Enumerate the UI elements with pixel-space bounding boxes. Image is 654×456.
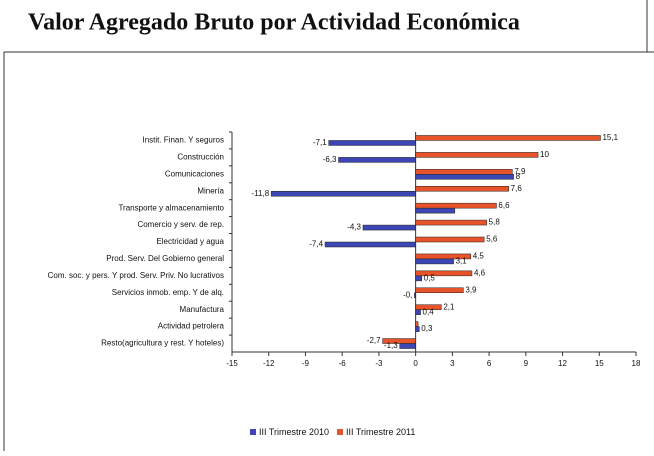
bar <box>415 270 473 277</box>
bar <box>415 135 601 141</box>
bar <box>415 309 421 315</box>
bar <box>415 304 442 310</box>
data-label: 4,6 <box>474 268 486 277</box>
bar <box>362 224 416 231</box>
y-tick-label: Transporte y almacenamiento <box>118 203 224 212</box>
y-tick-label: Manufactura <box>180 305 225 314</box>
data-label: -7,4 <box>309 240 323 249</box>
y-tick-label: Electricidad y agua <box>156 237 224 246</box>
y-tick-label: Com. soc. y pers. Y prod. Serv. Priv. No… <box>48 271 224 280</box>
bar <box>324 241 416 248</box>
bar <box>270 190 416 197</box>
data-label: 7,9 <box>514 167 526 176</box>
x-tick-label: 9 <box>524 359 529 368</box>
bar <box>415 207 456 214</box>
bar <box>415 287 464 294</box>
data-label: 15,1 <box>602 133 618 142</box>
data-label: -1,3 <box>384 341 398 350</box>
data-label: -6,3 <box>323 155 337 164</box>
bar <box>415 219 487 226</box>
data-label: 7,6 <box>511 184 523 193</box>
x-tick-label: -9 <box>302 359 310 368</box>
x-tick-label: 12 <box>558 359 567 368</box>
data-label: -4,3 <box>347 223 361 232</box>
legend-label: III Trimestre 2010 <box>259 427 329 437</box>
bar <box>415 236 485 243</box>
bar <box>415 326 420 332</box>
data-label: 0,3 <box>421 324 433 333</box>
data-label: 3,1 <box>456 257 468 266</box>
bar <box>338 157 416 163</box>
data-label: 0,4 <box>423 307 435 316</box>
bar <box>415 169 513 175</box>
data-label: 5,6 <box>486 235 498 244</box>
x-tick-label: -6 <box>339 359 347 368</box>
bar <box>328 140 416 146</box>
data-label: 6,6 <box>498 201 510 210</box>
y-tick-label: Comunicaciones <box>165 169 224 178</box>
y-tick-label: Comercio y serv. de rep. <box>137 220 224 229</box>
x-tick-label: 18 <box>632 359 641 368</box>
y-tick-label: Minería <box>197 186 224 195</box>
data-label: -0, <box>403 290 412 299</box>
bar <box>382 338 416 344</box>
data-label: 8 <box>516 172 521 181</box>
chart-title: Valor Agregado Bruto por Actividad Econó… <box>28 10 520 36</box>
y-tick-label: Instit. Finan. Y seguros <box>142 136 224 145</box>
x-tick-label: -15 <box>226 359 238 368</box>
y-tick-label: Prod. Serv. Del Gobierno general <box>106 254 224 263</box>
data-label: 3,9 <box>465 285 477 294</box>
legend-swatch <box>337 429 344 435</box>
bar <box>415 321 419 327</box>
bar <box>415 174 514 180</box>
bar <box>415 185 509 192</box>
y-tick-label: Servicios inmob. emp. Y de alq. <box>112 288 224 297</box>
data-label: -11,8 <box>252 189 270 198</box>
bar <box>414 292 416 299</box>
bar <box>415 258 454 265</box>
x-tick-label: 15 <box>595 359 604 368</box>
bar <box>399 343 416 349</box>
x-tick-label: 6 <box>487 359 492 368</box>
x-tick-label: 3 <box>450 359 455 368</box>
data-label: 0,5 <box>424 273 436 282</box>
bar <box>415 275 423 282</box>
data-label: 2,1 <box>443 302 455 311</box>
legend-swatch <box>250 429 256 435</box>
data-label: -2,7 <box>367 336 381 345</box>
y-tick-label: Construcción <box>177 152 224 161</box>
x-tick-label: 0 <box>413 359 418 368</box>
bar <box>415 202 497 209</box>
legend-label: III Trimestre 2011 <box>346 427 415 437</box>
y-tick-label: Resto(agricultura y rest. Y hoteles) <box>101 339 224 348</box>
data-label: 5,8 <box>489 218 501 227</box>
data-label: 4,5 <box>473 252 485 261</box>
x-tick-label: -3 <box>375 359 383 368</box>
bar <box>415 152 539 158</box>
data-label: -7,1 <box>313 138 327 147</box>
data-label: 10 <box>540 150 549 159</box>
x-tick-label: -12 <box>263 359 275 368</box>
y-tick-label: Actividad petrolera <box>158 322 225 331</box>
